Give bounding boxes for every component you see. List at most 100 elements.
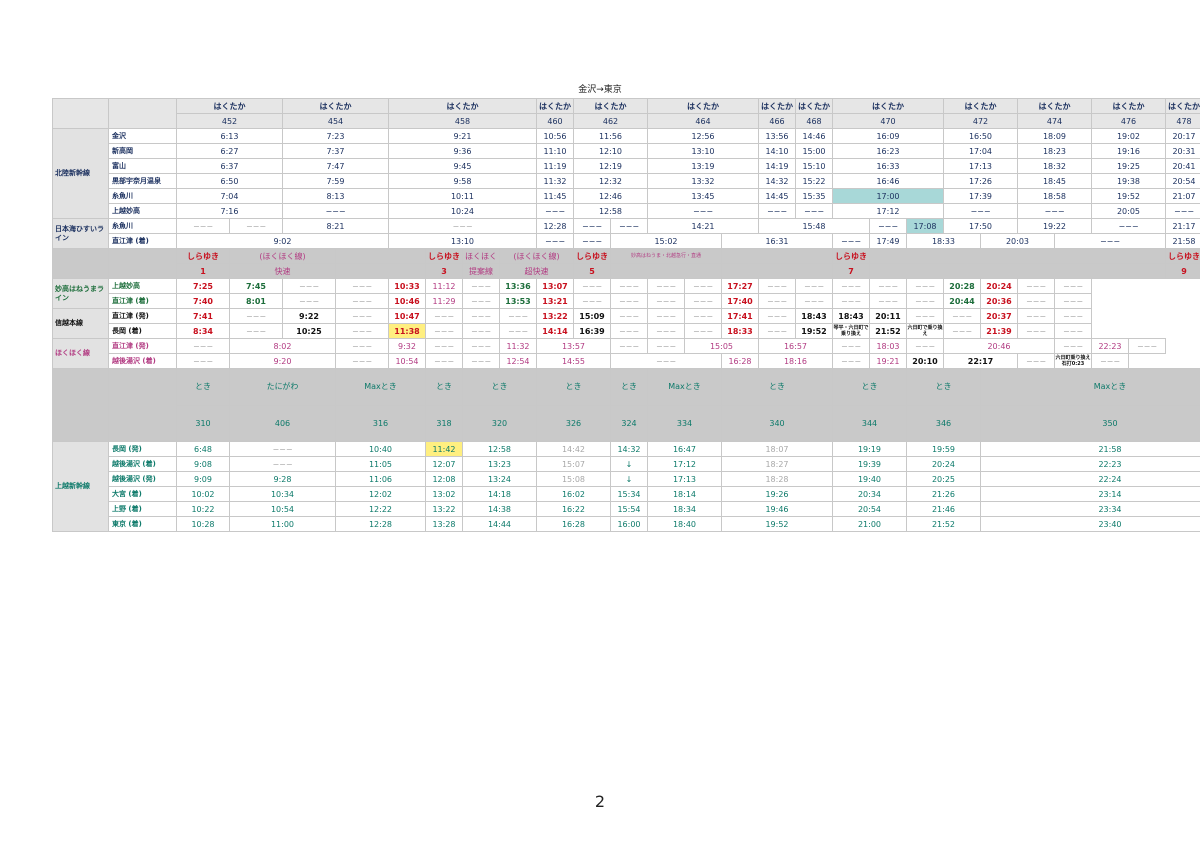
time-cell: 19:19 [832,441,907,457]
train-number: 460 [536,113,574,129]
time-cell: 16:02 [536,486,611,502]
time-cell: 11:05 [335,456,426,472]
time-cell: −−− [684,278,722,294]
time-cell: 11:10 [536,143,574,159]
time-cell: −−− [684,293,722,309]
time-cell: −−− [176,338,230,354]
joetsu-train-name: Maxとき [980,368,1200,406]
time-cell: 16:28 [721,353,759,369]
train-number: 454 [282,113,389,129]
time-cell: −−− [229,456,336,472]
time-cell: 13:53 [499,293,537,309]
local-train-number: 快速 [229,263,336,279]
time-cell: −−− [758,323,796,339]
time-cell: −−− [906,293,944,309]
time-cell: 15:54 [610,501,648,517]
time-cell: 9:02 [176,233,389,249]
station-name: 長岡 (着) [108,323,177,339]
time-cell: 9:58 [388,173,537,189]
local-train-name: しらゆき [573,248,611,264]
time-cell: 7:47 [282,158,389,174]
station-name: 越後湯沢 (着) [108,456,177,472]
time-cell: 14:10 [758,143,796,159]
time-cell: 17:13 [647,471,722,487]
time-cell: 15:00 [795,143,833,159]
time-cell: −−− [647,203,759,219]
time-cell: 22:23 [1091,338,1129,354]
time-cell: 12:19 [573,158,648,174]
time-cell: 9:28 [229,471,336,487]
station-name: 糸魚川 [108,218,177,234]
time-cell: −−− [684,323,722,339]
time-cell: 19:02 [1091,128,1166,144]
time-cell: 14:46 [795,128,833,144]
local-train-name: ほくほく [462,248,500,264]
time-cell: 6:50 [176,173,283,189]
time-cell: −−− [610,308,648,324]
time-cell: 20:05 [1091,203,1166,219]
time-cell: −−− [1017,278,1055,294]
time-cell: 12:08 [425,471,463,487]
corner-cell [52,98,109,129]
corner-cell [108,98,177,129]
time-cell: 18:32 [1017,158,1092,174]
time-cell: 17:27 [721,278,759,294]
time-cell: 13:22 [536,308,574,324]
time-cell: −−− [869,293,907,309]
time-cell: 8:21 [282,218,389,234]
train-name: はくたか [758,98,796,114]
time-cell: −−− [335,278,389,294]
time-cell: 18:27 [721,456,833,472]
train-name: はくたか [1091,98,1166,114]
time-cell: 13:36 [499,278,537,294]
station-name: 上越妙高 [108,278,177,294]
time-cell: 15:08 [536,471,611,487]
station-name: 越後湯沢 (着) [108,353,177,369]
time-cell: 11:56 [573,128,648,144]
time-cell: −−− [943,308,981,324]
train-number: 464 [647,113,759,129]
time-cell: −−− [176,218,230,234]
time-cell: 19:52 [795,323,833,339]
train-name: はくたか [1165,98,1200,114]
time-cell: 18:16 [758,353,833,369]
time-cell: 11:45 [536,188,574,204]
time-cell: 7:41 [176,308,230,324]
time-cell: −−− [1128,338,1166,354]
time-cell: 11:19 [536,158,574,174]
time-cell: −−− [335,353,389,369]
time-cell: −−− [462,308,500,324]
time-cell: −−− [610,293,648,309]
time-cell: 8:01 [229,293,283,309]
time-cell: 18:09 [1017,128,1092,144]
time-cell: −−− [462,338,500,354]
section-label-hokuhoku: ほくほく線 [52,338,109,369]
time-cell: −−− [647,323,685,339]
joetsu-train-name: とき [832,368,907,406]
time-cell: 12:02 [335,486,426,502]
time-cell: −−− [1017,203,1092,219]
time-cell: 22:24 [980,471,1200,487]
local-train-number: 7 [832,263,870,279]
time-cell: −−− [462,293,500,309]
train-number: 474 [1017,113,1092,129]
time-cell: −−− [647,278,685,294]
train-name: はくたか [832,98,944,114]
section-label: 信越本線 [52,308,109,339]
local-train-number [721,263,833,279]
time-cell: −−− [536,203,574,219]
time-cell: 9:45 [388,158,537,174]
section-label-joetsu: 上越新幹線 [52,441,109,532]
time-cell: 6:27 [176,143,283,159]
time-cell: 21:39 [980,323,1018,339]
time-cell: −−− [1054,308,1092,324]
time-cell: −−− [573,278,611,294]
joetsu-train-name: とき [176,368,230,406]
time-cell: 13:10 [647,143,759,159]
time-cell: 17:41 [721,308,759,324]
band-cell [108,368,177,442]
time-cell: 13:28 [425,516,463,532]
time-cell: −−− [1091,353,1129,369]
joetsu-train-number: 346 [906,404,981,442]
time-cell: 16:50 [943,128,1018,144]
